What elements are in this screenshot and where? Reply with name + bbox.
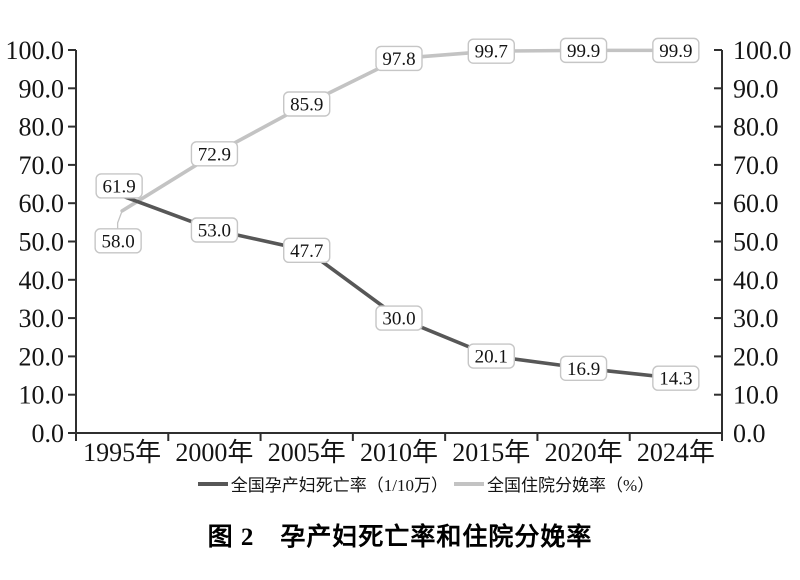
legend-item-hospital-delivery: 全国住院分娩率（%）: [454, 471, 654, 496]
data-label-box-hospital-delivery-rate: [559, 37, 608, 64]
data-label-box-hospital-delivery-rate: [467, 38, 515, 64]
y-tick-label-left: 70.0: [19, 151, 65, 180]
y-tick-label-right: 20.0: [733, 342, 779, 371]
legend-item-maternal-mortality: 全国孕产妇死亡率（1/10万）: [197, 471, 449, 496]
y-tick-label-right: 80.0: [733, 113, 779, 142]
data-label-box-hospital-delivery-rate: [190, 141, 239, 167]
y-tick-label-right: 60.0: [733, 189, 779, 218]
x-category-label: 2000年: [175, 438, 253, 465]
x-category-label: 2015年: [452, 438, 530, 465]
y-tick-label-right: 90.0: [733, 74, 779, 103]
data-label-box-maternal-mortality-rate: [467, 343, 515, 369]
data-label-hospital-delivery-rate: 99.9: [567, 41, 600, 62]
y-tick-label-right: 70.0: [733, 151, 779, 180]
data-label-maternal-mortality-rate: 20.1: [475, 347, 508, 368]
data-label-box-maternal-mortality-rate: [95, 173, 143, 199]
data-label-box-hospital-delivery-rate: [652, 37, 700, 64]
legend-line-sample-dark: [197, 481, 228, 486]
line-chart-canvas: 0.0 0.0 10.0 10.0 20.0 20.0 30.0 30.0 40.0 40.0 50…: [6, 36, 792, 465]
data-label-maternal-mortality-rate: 61.9: [103, 176, 136, 197]
y-tick-label-left: 60.0: [19, 189, 65, 218]
legend-line-sample-light: [454, 481, 485, 486]
y-tick-label-right: 0.0: [733, 419, 766, 448]
y-tick-label-left: 90.0: [19, 74, 65, 103]
y-tick-label-right: 50.0: [733, 228, 779, 257]
legend-label-maternal-mortality: 全国孕产妇死亡率（1/10万）: [230, 476, 449, 495]
y-tick-label-left: 0.0: [32, 419, 65, 448]
data-label-maternal-mortality-rate: 14.3: [659, 369, 692, 390]
leader-line: [116, 210, 123, 229]
y-tick-label-right: 30.0: [733, 304, 779, 333]
series-line-hospital-delivery-rate: [120, 48, 678, 213]
y-tick-label-left: 40.0: [19, 266, 65, 295]
figure-caption: 图 2 孕产妇死亡率和住院分娩率: [207, 524, 593, 551]
data-label-maternal-mortality-rate: 47.7: [290, 241, 323, 262]
data-label-hospital-delivery-rate: 85.9: [290, 95, 323, 116]
data-label-box-maternal-mortality-rate: [559, 355, 608, 381]
data-label-box-hospital-delivery-rate: [375, 45, 423, 72]
data-label-box-hospital-delivery-rate: [94, 228, 142, 254]
x-category-label: 2020年: [545, 438, 623, 465]
x-category-label: 2024年: [637, 438, 715, 465]
legend-label-hospital-delivery: 全国住院分娩率（%）: [487, 476, 655, 495]
data-label-hospital-delivery-rate: 99.9: [659, 41, 692, 62]
y-tick-label-left: 50.0: [19, 228, 65, 257]
data-label-maternal-mortality-rate: 53.0: [198, 221, 231, 242]
y-tick-label-left: 80.0: [19, 113, 65, 142]
data-label-hospital-delivery-rate: 99.7: [475, 42, 508, 63]
data-label-hospital-delivery-rate: 58.0: [102, 231, 135, 252]
chart-legend: 全国孕产妇死亡率（1/10万） 全国住院分娩率（%）: [26, 471, 800, 496]
y-tick-label-left: 100.0: [6, 36, 65, 65]
data-label-hospital-delivery-rate: 72.9: [198, 144, 231, 165]
y-tick-label-right: 10.0: [733, 381, 779, 410]
y-tick-label-left: 20.0: [19, 342, 65, 371]
y-tick-label-right: 40.0: [733, 266, 779, 295]
y-tick-label-left: 10.0: [19, 381, 65, 410]
data-label-box-maternal-mortality-rate: [652, 365, 700, 391]
data-label-box-maternal-mortality-rate: [283, 237, 331, 264]
x-category-label: 2005年: [268, 438, 346, 465]
y-tick-label-left: 30.0: [19, 304, 65, 333]
data-label-maternal-mortality-rate: 16.9: [567, 359, 600, 380]
data-label-maternal-mortality-rate: 30.0: [382, 309, 415, 330]
data-label-box-hospital-delivery-rate: [283, 91, 331, 117]
x-category-label: 1995年: [83, 438, 161, 465]
y-tick-label-right: 100.0: [733, 36, 792, 65]
data-label-hospital-delivery-rate: 97.8: [382, 49, 415, 70]
data-label-box-maternal-mortality-rate: [375, 305, 423, 331]
x-category-label: 2010年: [360, 438, 438, 465]
data-label-box-maternal-mortality-rate: [190, 217, 239, 243]
